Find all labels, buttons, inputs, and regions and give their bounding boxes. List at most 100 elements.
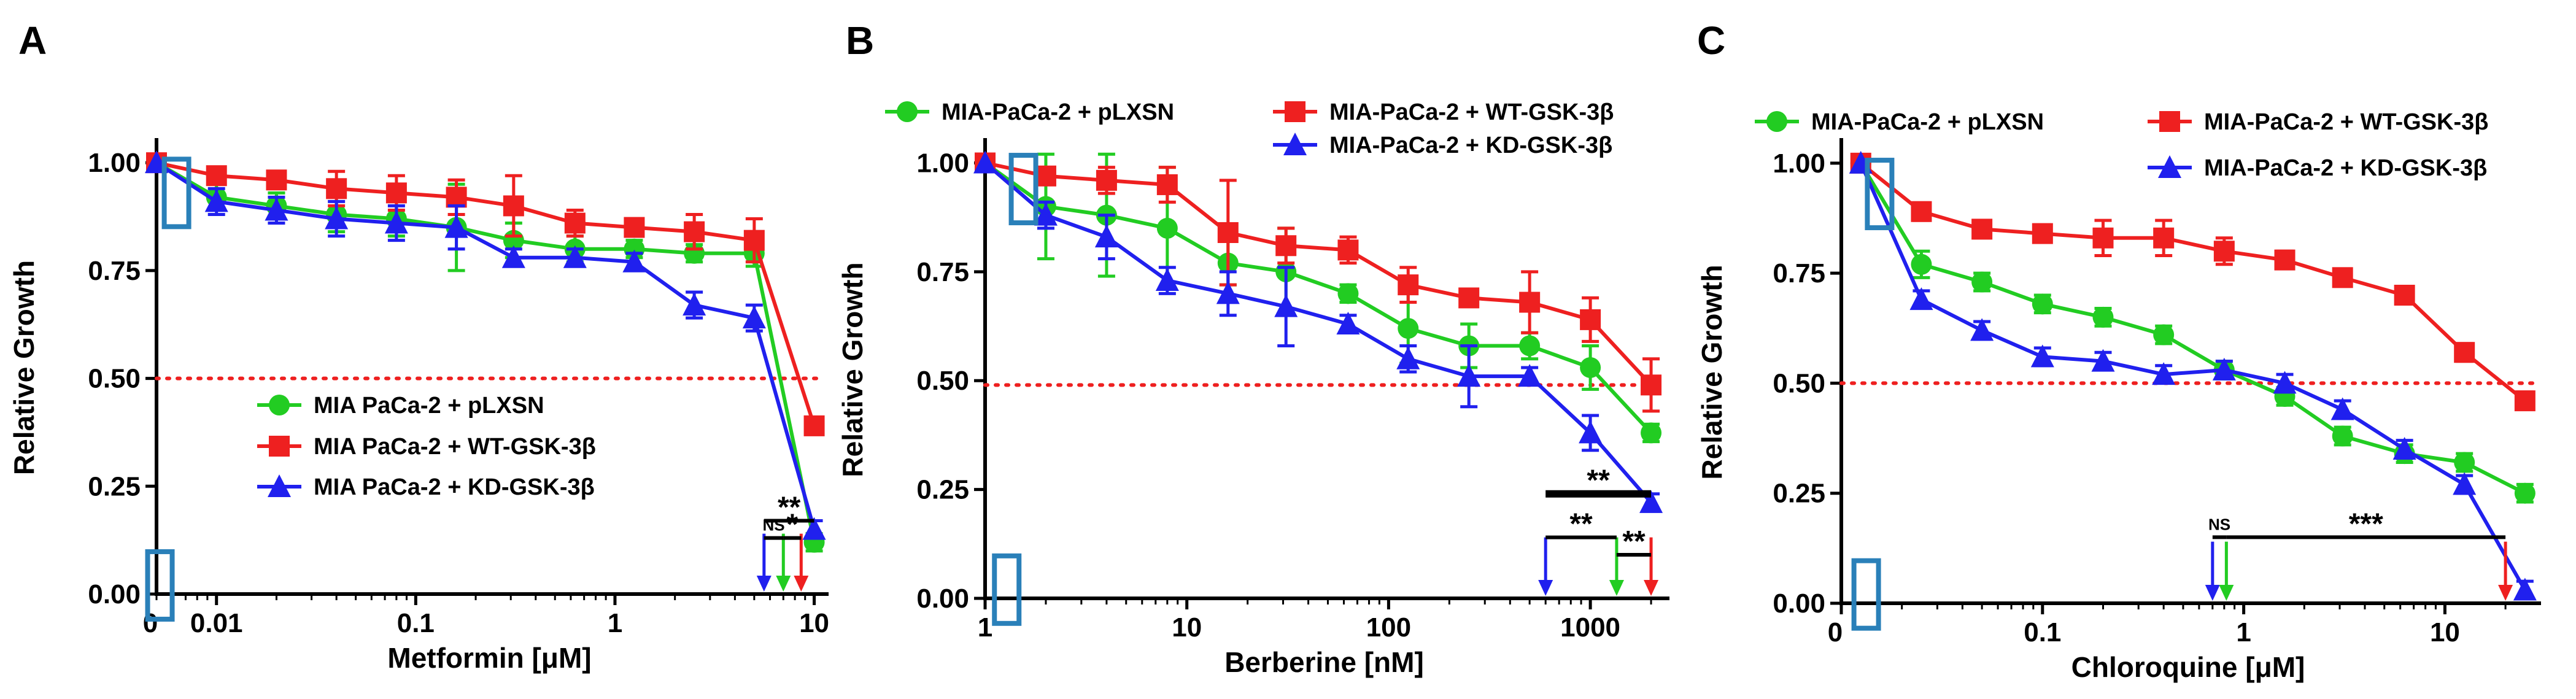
data-point [265,198,288,221]
data-point [624,217,645,238]
data-point [1519,292,1541,313]
significance-label: * [786,509,798,541]
data-point [1034,203,1058,226]
y-tick-label: 0.00 [916,584,969,614]
significance-label: ** [1587,465,1610,497]
data-point [1580,357,1601,378]
series-WT [146,152,825,436]
x-tick-label: 0.01 [190,608,243,638]
data-point [1035,165,1056,187]
data-point [1911,253,1932,275]
data-point [743,230,765,251]
data-point [563,245,587,268]
data-point [2091,349,2115,372]
legend-item-KD: MIA-PaCa-2 + KD-GSK-3β [1273,133,1612,158]
y-tick-label: 0.25 [1773,479,1825,509]
annotation-box [1008,153,1039,226]
legend-item-KD: MIA-PaCa-2 + KD-GSK-3β [2148,155,2487,181]
x-tick-label: 10 [1172,612,1202,643]
arrow-KD [756,533,772,592]
data-point [1580,309,1601,330]
data-point [1155,268,1179,292]
x-axis-title: Berberine [nM] [1224,646,1424,678]
y-tick-label: 1.00 [88,148,141,178]
panel-letter: A [18,18,47,63]
data-point [2212,357,2236,380]
data-point [2030,344,2054,368]
x-tick-label: 10 [799,608,829,638]
series-line [1859,162,2527,591]
arrow-pLXSN [1609,537,1624,596]
data-point [2273,371,2297,394]
x-tick-label: 0.1 [2024,617,2061,647]
data-point [2392,437,2416,460]
panel-b: B 0.00 0.25 0.50 0.75 1.00 1 10 100 1000 Berberine… [837,18,1669,678]
legend-marker [268,474,291,497]
legend-marker [1285,101,1305,122]
data-point [1096,169,1117,191]
data-point [742,306,766,329]
annotation-box [161,156,191,230]
significance-bracket: * [783,509,802,541]
data-point [1217,222,1239,243]
series-WT [975,152,1662,413]
data-point [1519,335,1541,357]
data-point [501,245,525,268]
legend-marker [269,395,290,415]
data-point [2513,577,2537,601]
significance-label: ** [1569,508,1593,541]
legend-item-WT: MIA PaCa-2 + WT-GSK-3β [257,434,596,460]
x-tick-label: 1 [2236,617,2251,647]
data-point [564,212,586,234]
significance-bracket: NS [2208,515,2230,539]
arrow-pLXSN [2219,541,2234,601]
legend-label: MIA-PaCa-2 + KD-GSK-3β [2204,155,2487,181]
y-tick-label: 0.75 [916,257,969,287]
data-point [2454,452,2475,473]
data-point [683,293,706,316]
data-point [385,182,407,204]
arrow-pLXSN [776,533,791,592]
legend-item-pLXSN: MIA-PaCa-2 + pLXSN [885,99,1174,125]
y-tick-label: 0.25 [916,475,969,505]
legend-item-pLXSN: MIA PaCa-2 + pLXSN [257,393,544,419]
data-point [2092,227,2114,249]
significance-bracket: ** [1545,508,1617,541]
arrow-WT [794,533,809,592]
legend-label: MIA-PaCa-2 + pLXSN [942,99,1174,125]
y-tick-label: 0.25 [88,471,141,501]
legend-item-WT: MIA-PaCa-2 + WT-GSK-3β [2148,109,2488,135]
x-tick-label: 0.1 [397,608,435,638]
data-point [326,178,347,199]
data-point [1337,283,1359,304]
y-tick-label: 1.00 [1773,149,1825,179]
data-point [2514,482,2535,504]
legend-label: MIA-PaCa-2 + WT-GSK-3β [2204,109,2488,135]
data-point [1971,271,1993,293]
arrow-WT [1644,537,1659,596]
data-point [1396,346,1420,369]
x-tick-label: 10 [2430,617,2460,647]
data-point [2453,472,2477,495]
y-tick-label: 0.50 [1773,368,1825,398]
data-point [1275,235,1297,257]
data-point [444,215,468,238]
legend-item-KD: MIA PaCa-2 + KD-GSK-3β [257,474,595,500]
series-KD [1849,150,2537,601]
annotation-box [1865,158,1895,231]
data-point [1518,364,1542,387]
significance-bracket: ** [764,492,814,524]
data-point [1641,374,1662,396]
x-tick-label: 100 [1366,612,1411,643]
data-point [1398,274,1419,296]
data-point [384,210,408,234]
legend-label: MIA-PaCa-2 + pLXSN [1811,109,2044,135]
y-tick-label: 0.00 [1773,589,1825,619]
data-point [1094,225,1118,248]
panel-letter: C [1697,18,1725,63]
x-tick-label: 1000 [1560,612,1620,643]
legend-marker [269,436,290,457]
significance-label: ** [1622,525,1646,558]
data-point [2514,390,2535,412]
